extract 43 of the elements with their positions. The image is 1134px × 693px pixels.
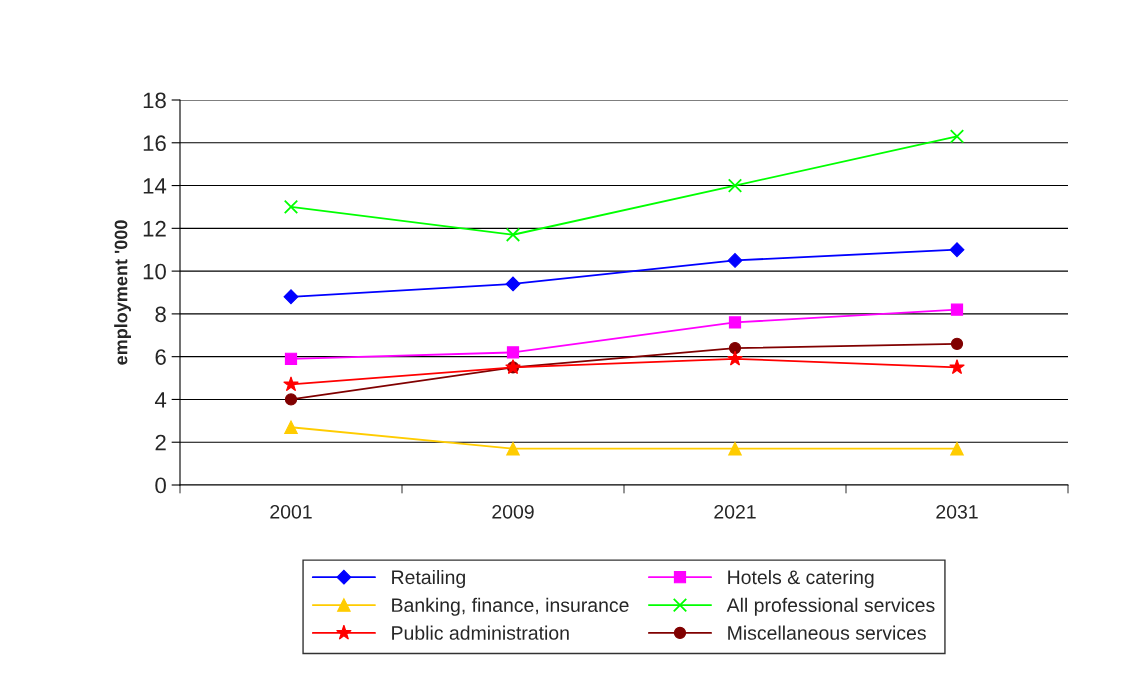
- point: [505, 276, 521, 292]
- y-tick-label: 8: [155, 306, 166, 323]
- x-tick-label: 2001: [270, 504, 312, 519]
- point: [949, 359, 965, 375]
- point: [950, 337, 964, 350]
- x-tick-label: 2021: [714, 504, 756, 519]
- legend-label: All professional services: [726, 597, 935, 616]
- point: [950, 441, 964, 456]
- y-axis-title: employment '000: [114, 220, 131, 365]
- legend-label: Retailing: [392, 569, 465, 589]
- point: [283, 376, 299, 392]
- point: [284, 393, 298, 406]
- point: [727, 178, 743, 193]
- legend-label: Banking, finance, insurance: [392, 597, 629, 616]
- point: [283, 199, 299, 215]
- y-tick-label: 0: [155, 477, 166, 494]
- point: [728, 342, 742, 355]
- legend-label: Public administration: [392, 625, 569, 640]
- y-tick-label: 12: [143, 220, 166, 237]
- point: [505, 227, 521, 242]
- y-tick-label: 6: [155, 349, 166, 365]
- point: [506, 346, 520, 359]
- y-tick-label: 4: [154, 392, 167, 408]
- point: [727, 252, 743, 268]
- point: [283, 289, 299, 305]
- y-tick-label: 10: [143, 263, 166, 280]
- y-tick-label: 14: [143, 178, 167, 194]
- point: [728, 316, 742, 329]
- y-tick-label: 18: [143, 92, 166, 109]
- point: [284, 420, 298, 435]
- point: [727, 350, 743, 366]
- y-tick-label: 2: [155, 434, 166, 451]
- point: [950, 303, 964, 316]
- point: [284, 352, 298, 365]
- point: [949, 242, 965, 258]
- legend-label: Hotels & catering: [728, 569, 874, 589]
- y-tick-label: 16: [143, 135, 166, 152]
- x-tick-label: 2009: [492, 504, 534, 519]
- point: [728, 441, 742, 456]
- x-tick-label: 2031: [936, 504, 978, 519]
- legend-label: Miscellaneous services: [728, 625, 926, 640]
- point: [506, 441, 520, 456]
- point: [949, 129, 965, 144]
